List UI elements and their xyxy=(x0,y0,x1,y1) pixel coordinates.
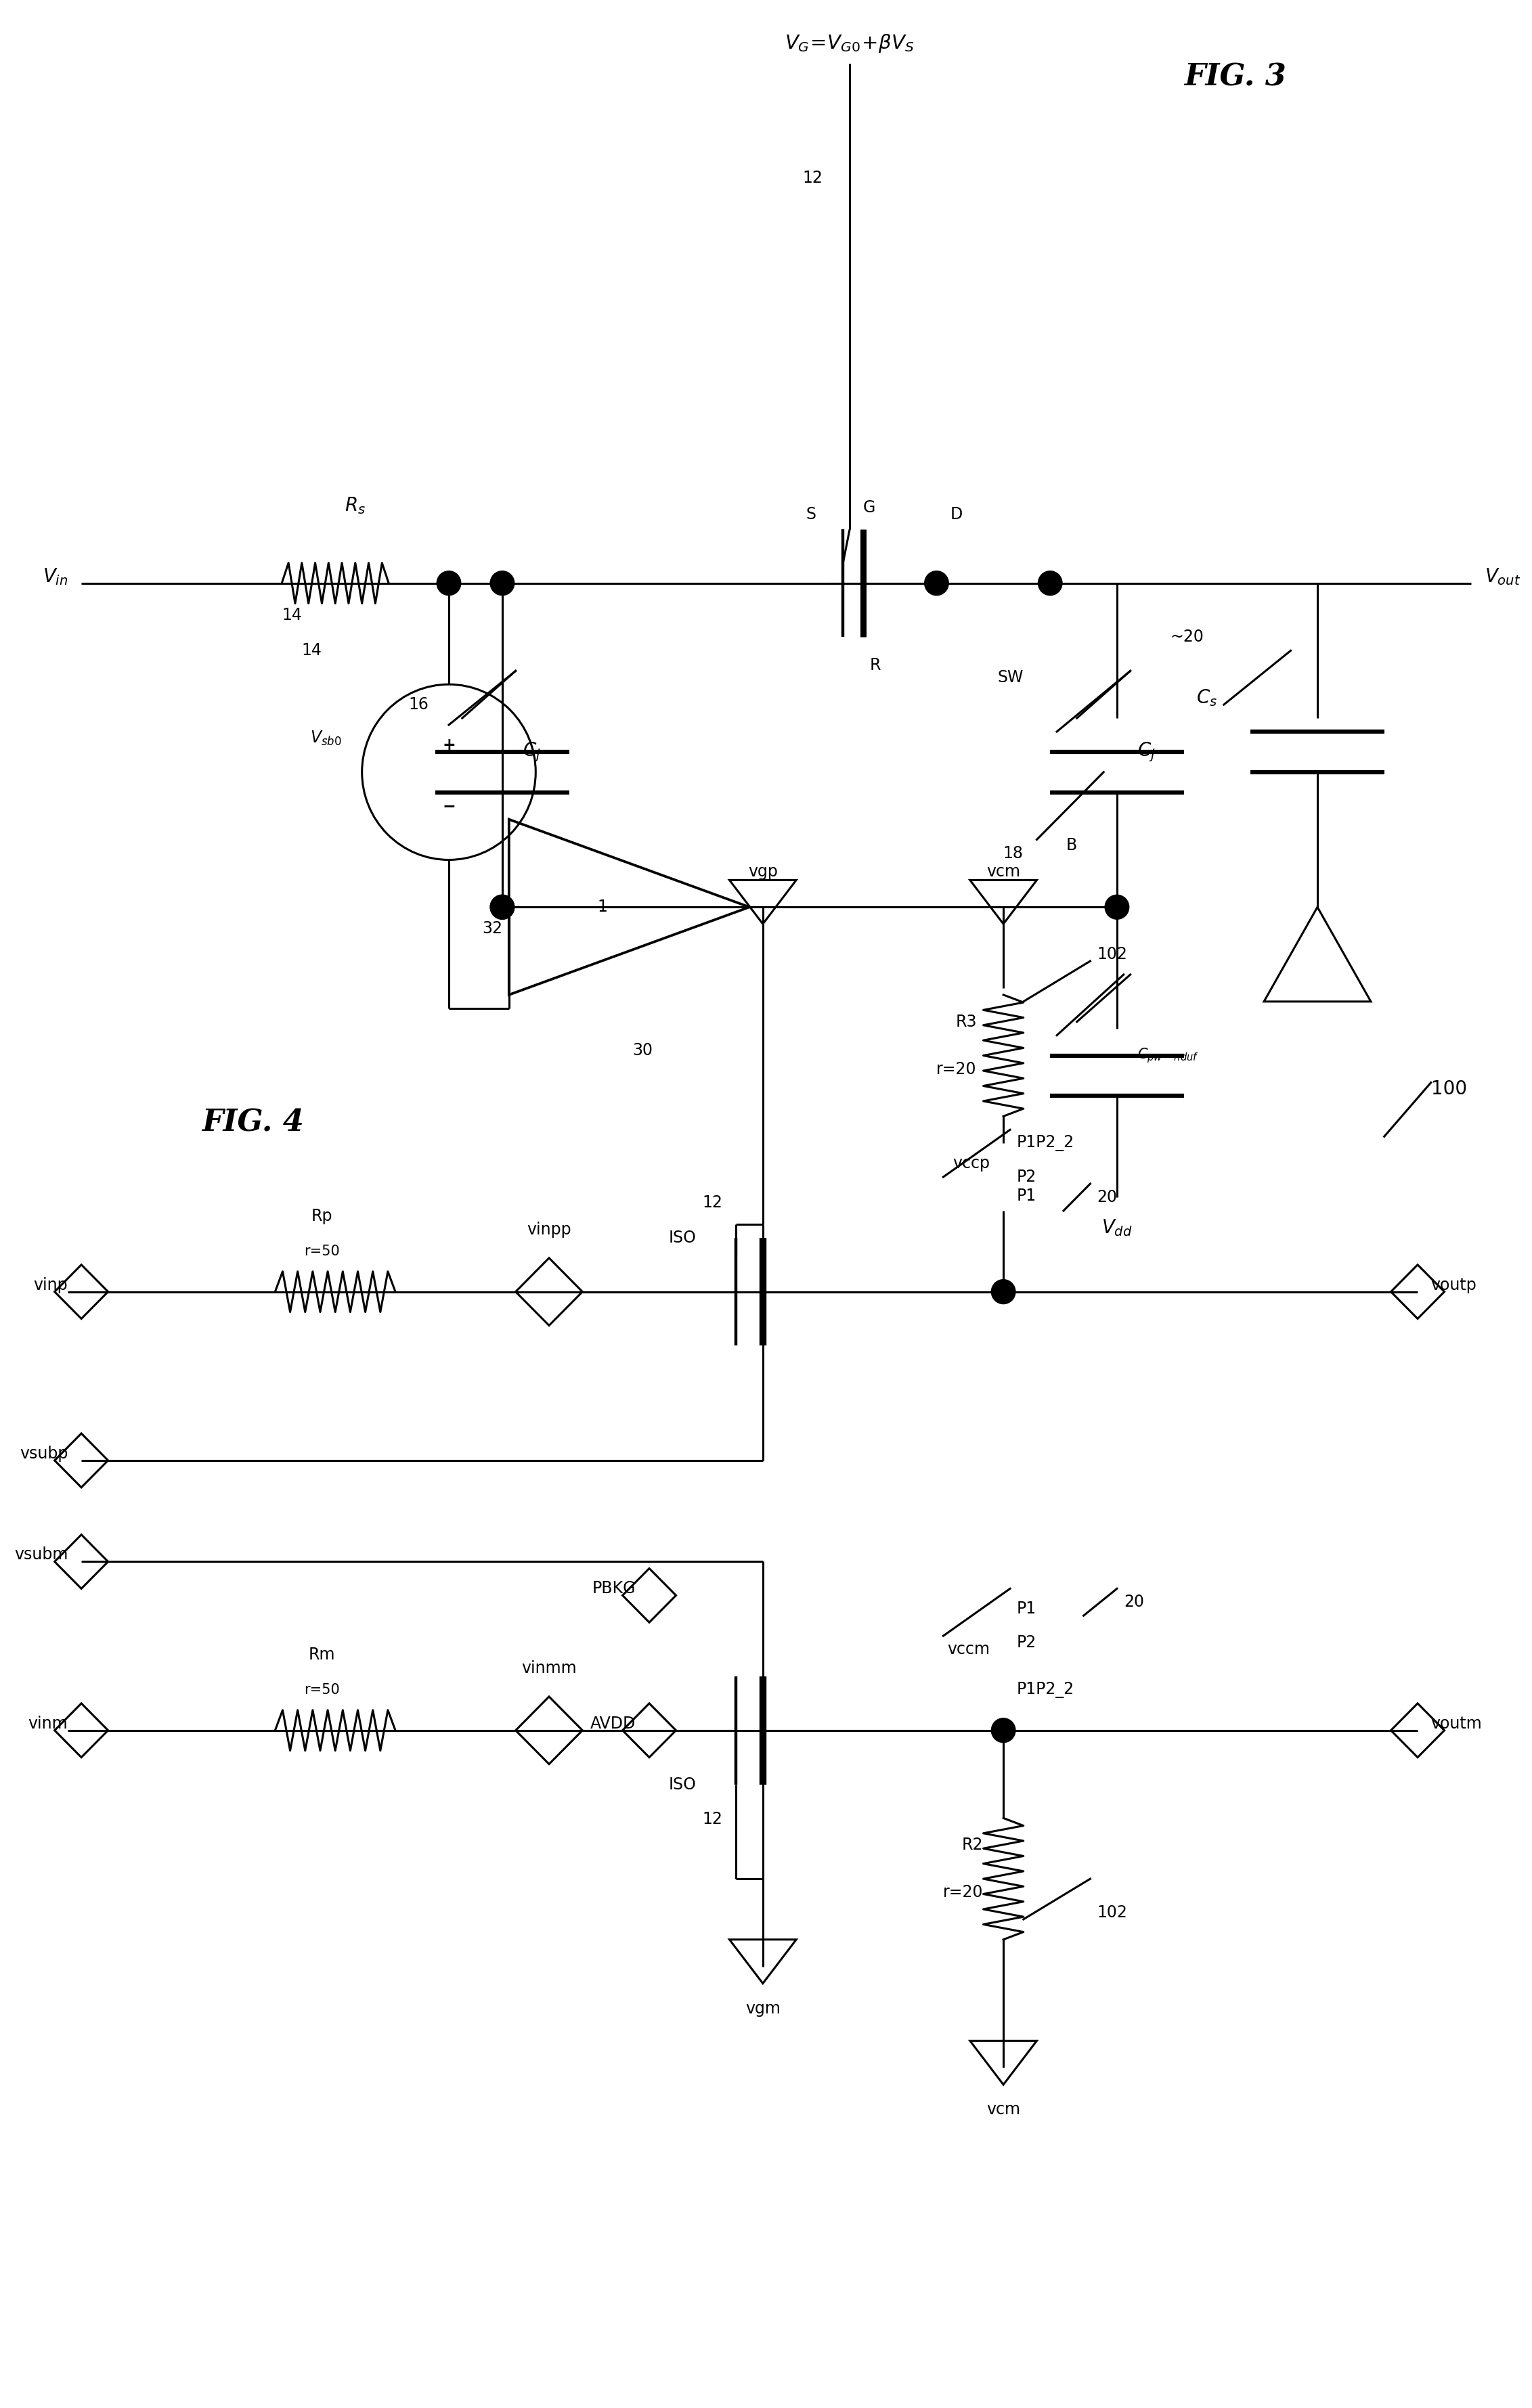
Text: vinmm: vinmm xyxy=(521,1659,576,1676)
Text: FIG. 4: FIG. 4 xyxy=(202,1108,303,1137)
Text: P2: P2 xyxy=(1017,1168,1037,1185)
Text: P1: P1 xyxy=(1017,1187,1037,1204)
Text: S: S xyxy=(806,506,817,523)
Text: $C_j$: $C_j$ xyxy=(522,742,541,763)
Text: P1P2_2: P1P2_2 xyxy=(1017,1134,1074,1151)
Text: $V_{sb0}$: $V_{sb0}$ xyxy=(311,730,342,746)
Text: vccm: vccm xyxy=(947,1642,990,1657)
Text: vcm: vcm xyxy=(987,864,1020,879)
Text: vinm: vinm xyxy=(28,1714,67,1731)
Text: $V_{out}$: $V_{out}$ xyxy=(1485,566,1521,588)
Text: +: + xyxy=(443,737,455,754)
Text: AVDD: AVDD xyxy=(590,1714,636,1731)
Circle shape xyxy=(1105,896,1129,920)
Text: r=50: r=50 xyxy=(303,1245,340,1257)
Text: $C_{pw-nduf}$: $C_{pw-nduf}$ xyxy=(1137,1047,1198,1064)
Text: vgp: vgp xyxy=(748,864,778,879)
Text: vinpp: vinpp xyxy=(527,1221,571,1238)
Text: $V_{dd}$: $V_{dd}$ xyxy=(1102,1218,1132,1238)
Text: R2: R2 xyxy=(962,1837,984,1854)
Text: $V_G\!=\!V_{G0}\!+\!\beta V_S$: $V_G\!=\!V_{G0}\!+\!\beta V_S$ xyxy=(784,31,915,53)
Text: vsubm: vsubm xyxy=(14,1546,67,1563)
Circle shape xyxy=(437,571,461,595)
Text: 20: 20 xyxy=(1097,1190,1117,1206)
Text: $C_s$: $C_s$ xyxy=(1196,689,1218,708)
Circle shape xyxy=(1039,571,1062,595)
Text: R: R xyxy=(870,657,881,674)
Text: Rp: Rp xyxy=(311,1209,332,1223)
Text: 18: 18 xyxy=(1003,845,1023,862)
Text: D: D xyxy=(950,506,962,523)
Text: 32: 32 xyxy=(483,920,502,937)
Text: Rm: Rm xyxy=(308,1647,336,1664)
Circle shape xyxy=(924,571,948,595)
Text: ~20: ~20 xyxy=(1170,628,1204,645)
Text: G: G xyxy=(863,498,875,515)
Circle shape xyxy=(490,896,515,920)
Text: 14: 14 xyxy=(302,643,322,660)
Text: vccp: vccp xyxy=(953,1156,990,1173)
Circle shape xyxy=(991,1279,1016,1303)
Text: P1P2_2: P1P2_2 xyxy=(1017,1681,1074,1698)
Text: 14: 14 xyxy=(282,607,302,624)
Text: 102: 102 xyxy=(1097,1905,1128,1922)
Text: 30: 30 xyxy=(633,1043,653,1057)
Text: FIG. 3: FIG. 3 xyxy=(1184,63,1285,92)
Text: $C_j$: $C_j$ xyxy=(1137,742,1155,763)
Text: SW: SW xyxy=(997,669,1023,686)
Text: 20: 20 xyxy=(1123,1594,1144,1611)
Text: vgm: vgm xyxy=(745,2001,780,2015)
Text: ISO: ISO xyxy=(668,1230,696,1245)
Text: −: − xyxy=(443,797,455,814)
Text: 1: 1 xyxy=(597,898,608,915)
Text: B: B xyxy=(1066,838,1077,852)
Text: voutp: voutp xyxy=(1431,1276,1477,1293)
Text: 16: 16 xyxy=(409,696,429,713)
Text: 12: 12 xyxy=(703,1811,723,1828)
Text: vsubp: vsubp xyxy=(20,1445,67,1462)
Text: r=50: r=50 xyxy=(303,1683,340,1698)
Text: r=20: r=20 xyxy=(936,1062,977,1076)
Text: vcm: vcm xyxy=(987,2102,1020,2117)
Circle shape xyxy=(991,1719,1016,1743)
Circle shape xyxy=(490,571,515,595)
Text: $R_s$: $R_s$ xyxy=(345,496,366,515)
Text: P1: P1 xyxy=(1017,1601,1037,1618)
Text: PBKG: PBKG xyxy=(593,1580,636,1597)
Text: vinp: vinp xyxy=(34,1276,67,1293)
Text: P2: P2 xyxy=(1017,1635,1037,1652)
Text: 102: 102 xyxy=(1097,946,1128,963)
Text: ISO: ISO xyxy=(668,1777,696,1792)
Text: voutm: voutm xyxy=(1431,1714,1483,1731)
Text: 12: 12 xyxy=(703,1194,723,1211)
Text: $V_{in}$: $V_{in}$ xyxy=(43,566,67,588)
Text: R3: R3 xyxy=(956,1014,977,1031)
Text: 100: 100 xyxy=(1431,1079,1468,1098)
Text: 12: 12 xyxy=(803,171,823,185)
Text: r=20: r=20 xyxy=(944,1883,984,1900)
Circle shape xyxy=(490,896,515,920)
